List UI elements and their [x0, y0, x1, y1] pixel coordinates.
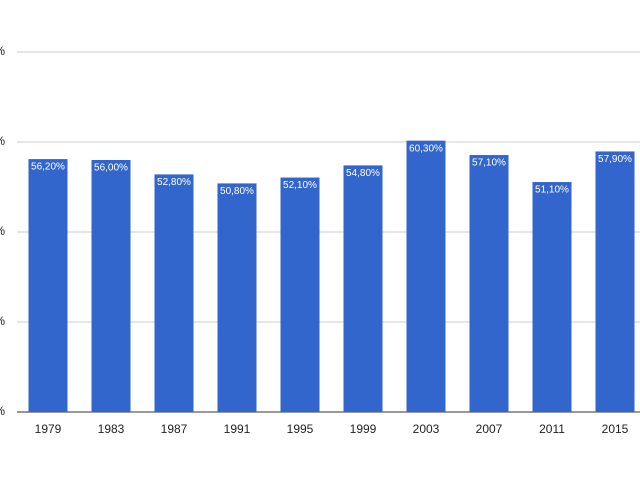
- bar: [406, 140, 446, 412]
- x-tick-label: 2007: [476, 422, 503, 436]
- x-tick-label: 2015: [602, 422, 629, 436]
- y-tick-label: 40%: [0, 224, 5, 238]
- x-tick-label: 1991: [224, 422, 251, 436]
- data-label: 52,10%: [283, 180, 317, 191]
- data-label: 57,90%: [598, 154, 632, 165]
- data-label: 50,80%: [220, 186, 254, 197]
- bar: [469, 155, 509, 413]
- x-tick-label: 1987: [161, 422, 188, 436]
- x-tick-label: 2003: [413, 422, 440, 436]
- data-label: 54,80%: [346, 168, 380, 179]
- y-tick-label: 60%: [0, 134, 5, 148]
- x-tick-label: 2011: [539, 422, 565, 436]
- bar: [280, 177, 320, 412]
- y-tick-label: 20%: [0, 314, 5, 328]
- data-label: 60,30%: [409, 143, 443, 154]
- bar: [217, 183, 257, 412]
- data-label: 52,80%: [157, 177, 191, 188]
- x-tick-label: 1979: [35, 422, 62, 436]
- data-label: 51,10%: [535, 185, 569, 196]
- bar: [532, 182, 572, 412]
- data-label: 56,00%: [94, 163, 128, 174]
- bar: [343, 165, 383, 412]
- x-tick-label: 1983: [98, 422, 125, 436]
- data-label: 57,10%: [472, 158, 506, 169]
- y-tick-label: 80%: [0, 44, 5, 58]
- data-label: 56,20%: [31, 162, 65, 173]
- bar: [154, 174, 194, 412]
- bar: [595, 151, 635, 412]
- x-tick-label: 1999: [350, 422, 377, 436]
- y-tick-label: 0%: [0, 404, 5, 418]
- x-tick-label: 1995: [287, 422, 314, 436]
- bar: [28, 159, 68, 412]
- bar: [91, 160, 131, 412]
